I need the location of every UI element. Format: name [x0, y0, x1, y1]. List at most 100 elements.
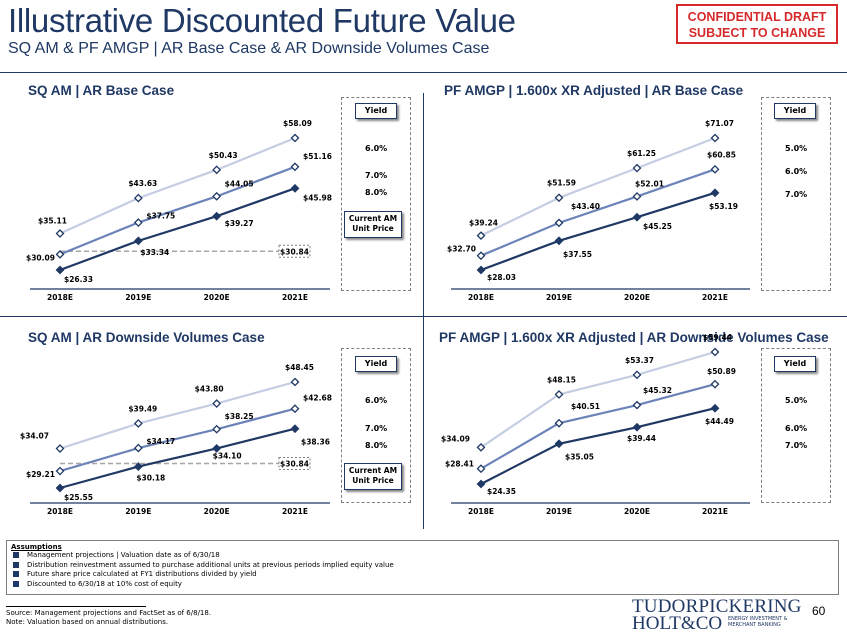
- panel-1-data-label: $50.43: [209, 151, 238, 160]
- panel-4-data-label: $53.37: [625, 356, 654, 365]
- panel-4-yield-label-3: 7.0%: [785, 441, 808, 450]
- confidential-line-2: SUBJECT TO CHANGE: [688, 26, 826, 40]
- panel-1-yield-label-1: 6.0%: [365, 144, 388, 153]
- panel-2-data-label: $61.25: [627, 149, 656, 158]
- panel-3-data-label: $30.18: [136, 474, 165, 483]
- panel-3-series-line-3: [59, 427, 296, 490]
- panel-4-title: PF AMGP | 1.600x XR Adjusted | AR Downsi…: [439, 330, 829, 345]
- panel-2-data-label: $71.07: [705, 119, 734, 128]
- panel-4-data-label: $35.05: [565, 453, 594, 462]
- panel-3-current-price-value: $30.84: [280, 460, 309, 469]
- panel-2-data-point: [632, 212, 642, 222]
- panel-3-data-point: [133, 462, 143, 471]
- panel-3-data-label: $42.68: [303, 394, 332, 403]
- panel-2-series-line-1: [480, 136, 716, 237]
- logo-tagline-1: ENERGY INVESTMENT &: [728, 616, 788, 622]
- panel-1-data-point: [290, 133, 300, 143]
- panel-3-yield-label-3: 8.0%: [365, 441, 388, 450]
- panel-4-x-tick-label: 2019E: [546, 507, 572, 516]
- page-title: Illustrative Discounted Future Value: [8, 2, 516, 39]
- panel-1-yield-header: Yield: [355, 103, 397, 119]
- panel-4-data-label: $28.41: [445, 460, 474, 469]
- assumption-text: Future share price calculated at FY1 dis…: [27, 570, 257, 578]
- panel-3-series-line-2: [59, 407, 296, 473]
- bullet-icon: [13, 580, 19, 587]
- panel-4-data-point: [632, 370, 642, 380]
- panel-3-data-label: $25.55: [64, 493, 93, 502]
- panel-4-x-tick-label: 2021E: [702, 507, 728, 516]
- panel-2-x-tick-label: 2018E: [468, 293, 494, 302]
- panel-2-x-tick-label: 2019E: [546, 293, 572, 302]
- panel-4-data-label: $24.35: [487, 487, 516, 496]
- panel-2-data-point: [554, 193, 564, 203]
- panel-1-current-price-line1: Current AM: [348, 214, 398, 223]
- assumption-text: Discounted to 6/30/18 at 10% cost of equ…: [27, 579, 182, 588]
- panel-3-yield-label-1: 6.0%: [365, 396, 388, 405]
- valuation-note: Note: Valuation based on annual distribu…: [6, 618, 169, 626]
- panel-1-yield-box: [341, 97, 411, 291]
- panel-2-data-point: [476, 231, 486, 241]
- panel-4-data-label: $34.09: [441, 434, 470, 443]
- panel-3-data-point: [290, 377, 300, 387]
- panel-3-data-point: [290, 404, 300, 414]
- footnote-divider: [6, 606, 146, 607]
- panel-1-data-point: [290, 183, 300, 193]
- panel-3-series-line-1: [59, 380, 296, 450]
- panel-4-data-point: [554, 390, 564, 399]
- logo-tagline-2: MERCHANT BANKING: [728, 622, 781, 628]
- panel-3-data-label: $43.80: [195, 385, 224, 394]
- panel-3-x-tick-label: 2021E: [282, 507, 308, 516]
- panel-4-x-tick-label: 2018E: [468, 507, 494, 516]
- panel-3-data-point: [212, 399, 222, 408]
- panel-4-data-label: $48.15: [547, 375, 576, 384]
- panel-1-data-point: [290, 162, 300, 172]
- panel-3-data-point: [133, 443, 143, 453]
- panel-1-series-line-3: [59, 187, 296, 272]
- panel-3-yield-header: Yield: [355, 356, 397, 372]
- panel-2-data-point: [710, 164, 720, 174]
- panel-4-data-label: $45.32: [643, 386, 672, 395]
- panel-1-data-point: [133, 236, 143, 246]
- panel-1-data-point: [55, 249, 65, 259]
- panel-4-data-point: [632, 422, 642, 432]
- panel-4-data-point: [554, 418, 564, 428]
- panel-2-data-label: $39.24: [469, 219, 498, 228]
- assumptions-box: Assumptions Management projections | Val…: [6, 540, 839, 595]
- panel-3-x-tick-label: 2019E: [125, 507, 151, 516]
- panel-1-yield-label-3: 8.0%: [365, 188, 388, 197]
- panel-4-data-point: [710, 347, 720, 357]
- panel-1-x-tick-label: 2020E: [204, 293, 230, 302]
- panel-4-data-point: [476, 464, 486, 474]
- panel-1-data-point: [133, 193, 143, 203]
- panel-2-data-point: [554, 218, 564, 228]
- panel-3-data-label: $38.25: [225, 412, 254, 421]
- panel-3-data-point: [290, 424, 300, 434]
- panel-2-data-point: [710, 133, 720, 143]
- assumption-text: Management projections | Valuation date …: [27, 551, 220, 559]
- logo-line-1: TUDORPICKERING: [632, 596, 802, 617]
- panel-2-data-label: $45.25: [643, 222, 672, 231]
- panel-3-current-price-box: [278, 457, 311, 471]
- assumption-text: Distribution reinvestment assumed to pur…: [27, 560, 394, 569]
- panel-4-yield-label-2: 6.0%: [785, 424, 808, 433]
- panel-1-data-label: $44.05: [225, 179, 254, 188]
- panel-3-data-label: $39.49: [128, 404, 157, 413]
- panel-4-yield-box: [761, 348, 831, 503]
- panel-1-current-price-legend: Current AM Unit Price: [344, 211, 402, 238]
- panel-2-yield-box: [761, 97, 831, 291]
- panel-3-data-label: $29.21: [26, 470, 55, 479]
- logo-tagline: ENERGY INVESTMENT & MERCHANT BANKING: [728, 616, 788, 628]
- panel-2-data-point: [632, 192, 642, 201]
- panel-2-yield-header: Yield: [774, 103, 816, 119]
- panel-4-series-line-1: [480, 350, 716, 449]
- panel-2-data-label: $52.01: [635, 179, 664, 188]
- panel-1-current-price-value: $30.84: [280, 247, 309, 256]
- panel-1-yield-label-2: 7.0%: [365, 171, 388, 180]
- panel-1-data-point: [212, 211, 222, 221]
- panel-2-x-tick-label: 2020E: [624, 293, 650, 302]
- panel-divider-vertical: [423, 93, 424, 529]
- panel-1-data-label: $35.11: [38, 217, 67, 226]
- panel-1-x-tick-label: 2018E: [47, 293, 73, 302]
- panel-4-data-point: [710, 403, 720, 413]
- panel-3-data-label: $34.17: [146, 437, 175, 446]
